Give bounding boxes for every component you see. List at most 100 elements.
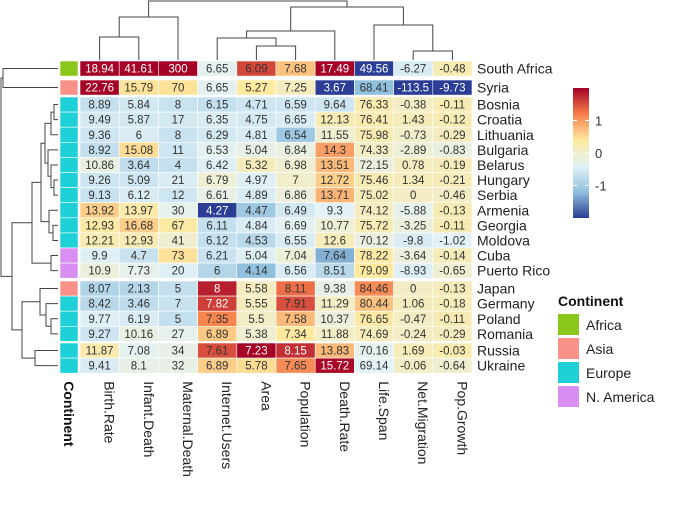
cell-value-label: 4.89 <box>245 190 267 202</box>
continent-annotation-strip <box>59 60 79 374</box>
cell-value-label: 6.65 <box>206 83 228 95</box>
legend-label: Asia <box>586 341 613 357</box>
dendrogram-link <box>148 0 348 17</box>
cell-value-label: 5.87 <box>128 115 150 127</box>
continent-annotation-cell <box>59 232 79 249</box>
continent-annotation-cell <box>59 111 79 128</box>
dendrogram-link <box>412 50 453 60</box>
cell-value-label: 27 <box>172 329 185 341</box>
cell-value-label: 6.98 <box>284 160 306 172</box>
cell-value-label: 5.5 <box>248 314 264 326</box>
cell-value-label: 7.68 <box>284 64 306 76</box>
colorbar-tick-label: 1 <box>595 114 602 129</box>
cell-value-label: -0.29 <box>439 130 465 142</box>
cell-value-label: 75.72 <box>360 220 389 232</box>
cell-value-label: 73 <box>172 251 185 263</box>
cell-value-label: 5.04 <box>245 145 268 157</box>
cell-value-label: 6.79 <box>206 175 228 187</box>
cell-value-label: 70 <box>172 83 185 95</box>
cell-value-label: 34 <box>172 346 185 358</box>
column-label: Pop.Growth <box>454 381 470 455</box>
cell-value-label: 10.77 <box>320 220 349 232</box>
cell-value-label: 7.25 <box>284 83 306 95</box>
column-label: Population <box>298 381 314 447</box>
row-label: Moldova <box>477 232 530 248</box>
cell-value-label: -6.27 <box>400 64 426 76</box>
legend-title: Continent <box>558 293 624 309</box>
continent-annotation-cell <box>59 295 79 312</box>
cell-value-label: 15.08 <box>124 145 153 157</box>
cell-value-label: -0.65 <box>439 266 465 278</box>
colorbar-tick-label: 0 <box>595 146 602 161</box>
column-labels: Birth.Rate Infant.Death Maternal.Death Inte… <box>61 381 470 477</box>
dendrogram-link <box>2 68 58 89</box>
heatmap-cell <box>432 79 473 96</box>
cell-value-label: 6.89 <box>206 361 228 373</box>
cell-value-label: 13.92 <box>85 205 114 217</box>
cell-value-label: 6.69 <box>284 220 306 232</box>
row-label: Georgia <box>477 217 527 233</box>
continent-annotation-cell <box>59 142 79 158</box>
column-label: Death.Rate <box>337 381 353 452</box>
cell-value-label: 4.53 <box>245 235 267 247</box>
cell-value-label: 6 <box>214 266 220 278</box>
continent-annotation-cell <box>59 187 79 204</box>
cell-value-label: 7.35 <box>206 314 228 326</box>
dendrogram-link <box>52 224 58 241</box>
cell-value-label: -0.29 <box>439 329 465 341</box>
cell-value-label: 7.04 <box>284 251 307 263</box>
legend-swatch <box>558 362 579 383</box>
cell-value-label: 9.9 <box>92 251 108 263</box>
row-label: Belarus <box>477 157 524 173</box>
row-label: Lithuania <box>477 127 534 143</box>
cell-value-label: 8 <box>214 284 220 296</box>
heatmap-cell <box>432 357 473 374</box>
cell-value-label: 12.13 <box>320 115 349 127</box>
cell-value-label: -0.38 <box>400 100 426 112</box>
cell-value-label: 17.49 <box>320 64 349 76</box>
cell-value-label: 6.21 <box>206 251 228 263</box>
cell-value-label: 6.29 <box>206 130 228 142</box>
cell-value-label: 11.29 <box>321 299 349 311</box>
cell-value-label: 6.15 <box>206 100 228 112</box>
cell-value-label: 11 <box>172 145 184 157</box>
legend-swatch <box>558 338 579 359</box>
dendrogram-link <box>47 149 58 177</box>
heatmap-cell <box>432 325 473 342</box>
cell-value-label: 1.34 <box>402 175 425 187</box>
cell-value-label: 5.55 <box>245 299 267 311</box>
continent-annotation-cell <box>59 262 79 279</box>
cell-value-label: 75.02 <box>360 190 389 202</box>
column-label: Life.Span <box>376 381 392 440</box>
cell-value-label: 69.14 <box>360 361 389 373</box>
cell-value-label: 6.49 <box>284 205 306 217</box>
cell-value-label: 6 <box>136 130 142 142</box>
row-label: Ukraine <box>477 358 525 374</box>
cell-value-label: 41.61 <box>124 64 153 76</box>
cell-value-label: 80.44 <box>360 299 389 311</box>
dendrogram-link <box>373 24 434 60</box>
cell-value-label: 4.7 <box>131 251 147 263</box>
row-label: Syria <box>477 80 509 96</box>
cell-value-label: 7.82 <box>206 299 228 311</box>
cell-value-label: 4.14 <box>245 266 268 278</box>
cell-value-label: -0.18 <box>439 299 465 311</box>
row-label: Germany <box>477 296 535 312</box>
cell-value-label: 12.72 <box>320 175 349 187</box>
continent-annotation-cell <box>59 172 79 188</box>
dendrogram-link <box>39 288 58 316</box>
cell-value-label: 21 <box>172 175 185 187</box>
continent-annotation-cell <box>59 357 79 374</box>
row-dendrogram <box>0 68 58 367</box>
continent-annotation-cell <box>59 280 79 297</box>
cell-value-label: 10.9 <box>88 266 110 278</box>
cell-value-label: 6.84 <box>284 145 307 157</box>
cell-value-label: 6.56 <box>284 266 306 278</box>
cell-value-label: 9.38 <box>324 284 346 296</box>
cell-value-label: 5.09 <box>128 175 150 187</box>
cell-value-label: 9.26 <box>88 175 110 187</box>
cell-value-label: 5.04 <box>245 251 268 263</box>
cell-value-label: 8.92 <box>88 145 110 157</box>
column-label: Birth.Rate <box>102 381 118 443</box>
row-label: Armenia <box>477 202 529 218</box>
